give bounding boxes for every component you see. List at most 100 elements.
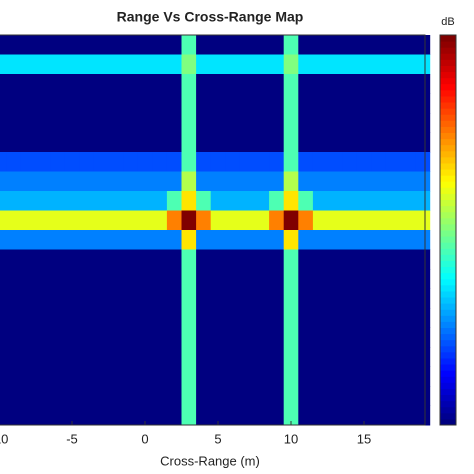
cell <box>225 347 241 367</box>
cell <box>20 132 36 153</box>
cell <box>283 249 299 270</box>
cell <box>356 347 372 367</box>
cell <box>108 386 124 406</box>
cell <box>152 347 168 367</box>
cell <box>312 132 328 153</box>
cell <box>6 152 22 172</box>
cell <box>415 35 431 55</box>
colorbar-step <box>440 65 456 73</box>
cell <box>20 74 36 94</box>
cell <box>20 327 36 348</box>
cell <box>93 249 109 270</box>
colorbar-step <box>440 266 456 274</box>
cell <box>35 230 51 250</box>
cell <box>298 191 314 211</box>
cell <box>312 54 328 75</box>
cell <box>225 171 241 192</box>
cell <box>123 74 139 94</box>
cell <box>50 210 66 231</box>
cell <box>239 366 255 387</box>
cell <box>137 54 153 75</box>
cell <box>152 269 168 289</box>
colorbar-step <box>440 71 456 79</box>
cell <box>6 230 22 250</box>
cell <box>166 132 182 153</box>
cell <box>298 347 314 367</box>
cell <box>312 269 328 289</box>
cell <box>269 74 285 94</box>
cell <box>108 93 124 114</box>
cell <box>371 230 387 250</box>
cell <box>371 386 387 406</box>
cell <box>79 230 95 250</box>
cell <box>400 230 416 250</box>
cell <box>239 54 255 75</box>
cell <box>371 249 387 270</box>
cell <box>64 288 80 309</box>
cell <box>342 74 358 94</box>
cell <box>137 269 153 289</box>
cell <box>108 288 124 309</box>
cell <box>210 171 226 192</box>
colorbar-step <box>440 309 456 316</box>
cell <box>20 288 36 309</box>
cell <box>356 288 372 309</box>
cell <box>269 54 285 75</box>
cell <box>327 171 343 192</box>
cell <box>137 249 153 270</box>
cell <box>415 210 431 231</box>
cell <box>6 288 22 309</box>
cell <box>35 269 51 289</box>
cell <box>239 191 255 211</box>
cell <box>152 191 168 211</box>
cell <box>64 269 80 289</box>
cell <box>6 93 22 114</box>
colorbar-step <box>440 77 456 85</box>
cell <box>123 327 139 348</box>
heatmap <box>0 35 431 426</box>
cell <box>312 93 328 114</box>
cell <box>166 405 182 426</box>
cell <box>0 288 7 309</box>
cell <box>342 386 358 406</box>
cell <box>79 152 95 172</box>
cell <box>312 35 328 55</box>
cell <box>371 171 387 192</box>
colorbar-step <box>440 187 456 194</box>
cell <box>0 54 7 75</box>
cell <box>196 308 212 328</box>
colorbar-step <box>440 406 456 414</box>
cell <box>239 327 255 348</box>
cell <box>342 152 358 172</box>
cell <box>298 93 314 114</box>
cell <box>225 35 241 55</box>
cell <box>225 327 241 348</box>
cell <box>269 249 285 270</box>
cell <box>181 327 197 348</box>
cell <box>269 269 285 289</box>
cell <box>166 152 182 172</box>
cell <box>196 327 212 348</box>
cell <box>35 132 51 153</box>
cell <box>327 288 343 309</box>
cell <box>327 152 343 172</box>
cell <box>152 210 168 231</box>
cell <box>123 132 139 153</box>
cell <box>166 347 182 367</box>
cell <box>356 93 372 114</box>
cell <box>342 288 358 309</box>
cell <box>64 347 80 367</box>
cell <box>166 191 182 211</box>
cell <box>269 191 285 211</box>
cell <box>196 35 212 55</box>
cell <box>93 366 109 387</box>
cell <box>0 93 7 114</box>
cell <box>20 269 36 289</box>
cell <box>166 35 182 55</box>
cell <box>327 327 343 348</box>
cell <box>50 249 66 270</box>
cell <box>415 54 431 75</box>
cell <box>6 54 22 75</box>
cell <box>225 269 241 289</box>
cell <box>181 152 197 172</box>
